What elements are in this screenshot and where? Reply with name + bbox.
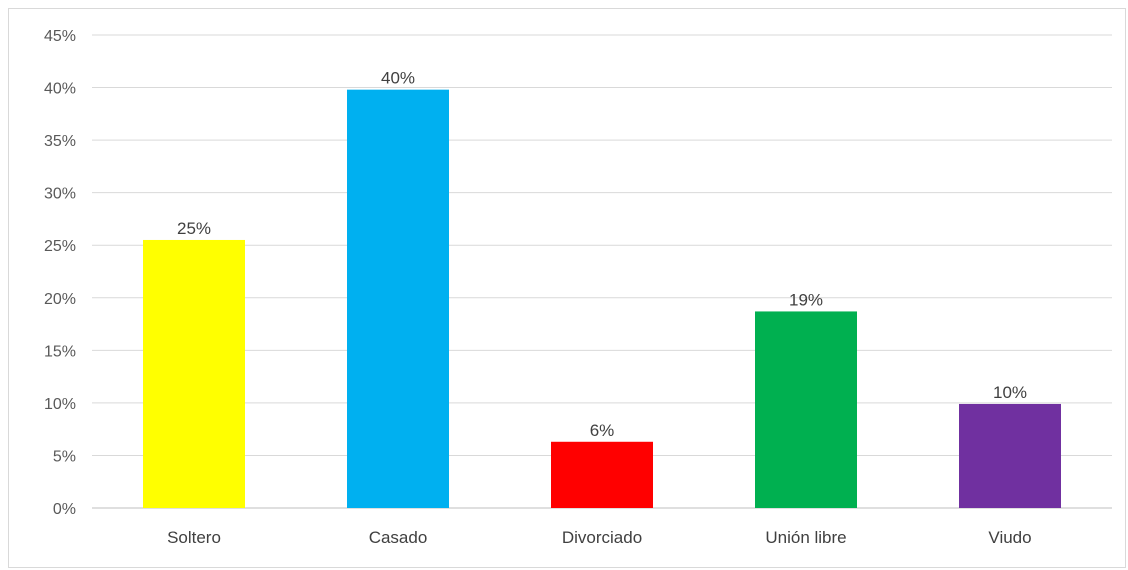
category-label: Soltero xyxy=(167,528,221,547)
y-tick-label: 20% xyxy=(44,291,76,308)
y-tick-label: 40% xyxy=(44,81,76,98)
data-label: 25% xyxy=(177,219,211,238)
bar-viudo xyxy=(959,403,1061,508)
bar-divorciado xyxy=(551,441,653,508)
category-label: Viudo xyxy=(988,528,1031,547)
y-tick-label: 15% xyxy=(44,343,76,360)
data-label: 6% xyxy=(590,421,615,440)
bar-casado xyxy=(347,89,449,508)
bars xyxy=(143,89,1061,508)
category-label: Divorciado xyxy=(562,528,642,547)
y-tick-label: 10% xyxy=(44,396,76,413)
y-tick-label: 45% xyxy=(44,28,76,45)
data-labels: 25% 40% 6% 19% 10% xyxy=(177,69,1027,440)
bar-unión-libre xyxy=(755,311,857,508)
y-tick-label: 35% xyxy=(44,133,76,150)
y-tick-label: 30% xyxy=(44,186,76,203)
data-label: 10% xyxy=(993,383,1027,402)
category-label: Casado xyxy=(369,528,428,547)
y-tick-label: 25% xyxy=(44,238,76,255)
y-axis-ticks: 0% 5% 10% 15% 20% 25% 30% 35% 40% 45% xyxy=(44,28,76,518)
data-label: 19% xyxy=(789,290,823,309)
gridlines xyxy=(92,34,1112,509)
bar-soltero xyxy=(143,239,245,508)
y-tick-label: 0% xyxy=(53,501,76,518)
y-tick-label: 5% xyxy=(53,448,76,465)
x-axis-categories: Soltero Casado Divorciado Unión libre Viudo xyxy=(167,528,1032,547)
data-label: 40% xyxy=(381,69,415,88)
category-label: Unión libre xyxy=(765,528,846,547)
